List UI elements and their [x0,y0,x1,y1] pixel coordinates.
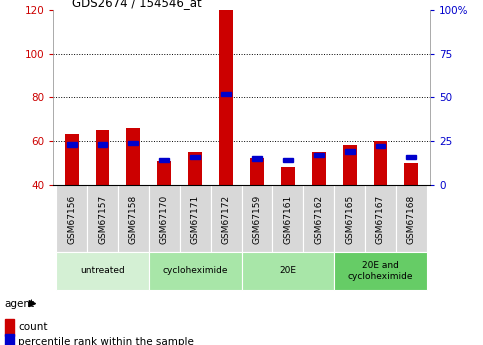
Bar [211,185,242,252]
Text: GSM67162: GSM67162 [314,195,323,244]
Bar [281,167,295,185]
Text: 20E: 20E [279,266,296,275]
Text: GSM67172: GSM67172 [222,195,230,244]
Bar [342,145,356,185]
Text: count: count [18,322,48,332]
Bar [65,135,79,185]
Bar [406,155,416,159]
Text: GSM67170: GSM67170 [160,195,169,244]
Bar [334,185,365,252]
Text: GSM67161: GSM67161 [284,195,292,244]
Bar [96,130,110,185]
Text: GSM67167: GSM67167 [376,195,385,244]
Text: untreated: untreated [80,266,125,275]
Bar [314,153,324,157]
Text: GSM67156: GSM67156 [67,195,76,244]
Bar [365,185,396,252]
Bar [5,319,14,336]
Bar [250,158,264,185]
Bar [180,185,211,252]
Text: GSM67171: GSM67171 [191,195,199,244]
Bar [188,152,202,185]
Bar [375,144,385,148]
Bar [242,252,334,290]
Text: percentile rank within the sample: percentile rank within the sample [18,337,194,345]
Bar [272,185,303,252]
Text: 20E and
cycloheximide: 20E and cycloheximide [348,261,413,280]
Bar [396,185,427,252]
Bar [404,163,418,185]
Bar [303,185,334,252]
Bar [242,185,272,252]
Bar [128,140,138,145]
Bar [118,185,149,252]
Bar [219,10,233,185]
Text: GDS2674 / 154546_at: GDS2674 / 154546_at [72,0,202,9]
Text: agent: agent [5,299,35,308]
Bar [334,252,427,290]
Text: GSM67158: GSM67158 [129,195,138,244]
Bar [98,142,108,147]
Bar [373,141,387,185]
Bar [190,155,200,159]
Text: GSM67159: GSM67159 [253,195,261,244]
Bar [159,158,169,162]
Bar [56,185,87,252]
Bar [345,149,355,154]
Bar [221,92,231,96]
Bar [149,185,180,252]
Bar [56,252,149,290]
Bar [67,142,77,147]
Bar [157,161,171,185]
Text: cycloheximide: cycloheximide [162,266,228,275]
Bar [312,152,326,185]
Bar [5,334,14,345]
Bar [252,156,262,161]
Bar [283,158,293,162]
Text: GSM67168: GSM67168 [407,195,416,244]
Bar [127,128,141,185]
Text: GSM67165: GSM67165 [345,195,354,244]
Bar [149,252,242,290]
Text: GSM67157: GSM67157 [98,195,107,244]
Bar [87,185,118,252]
